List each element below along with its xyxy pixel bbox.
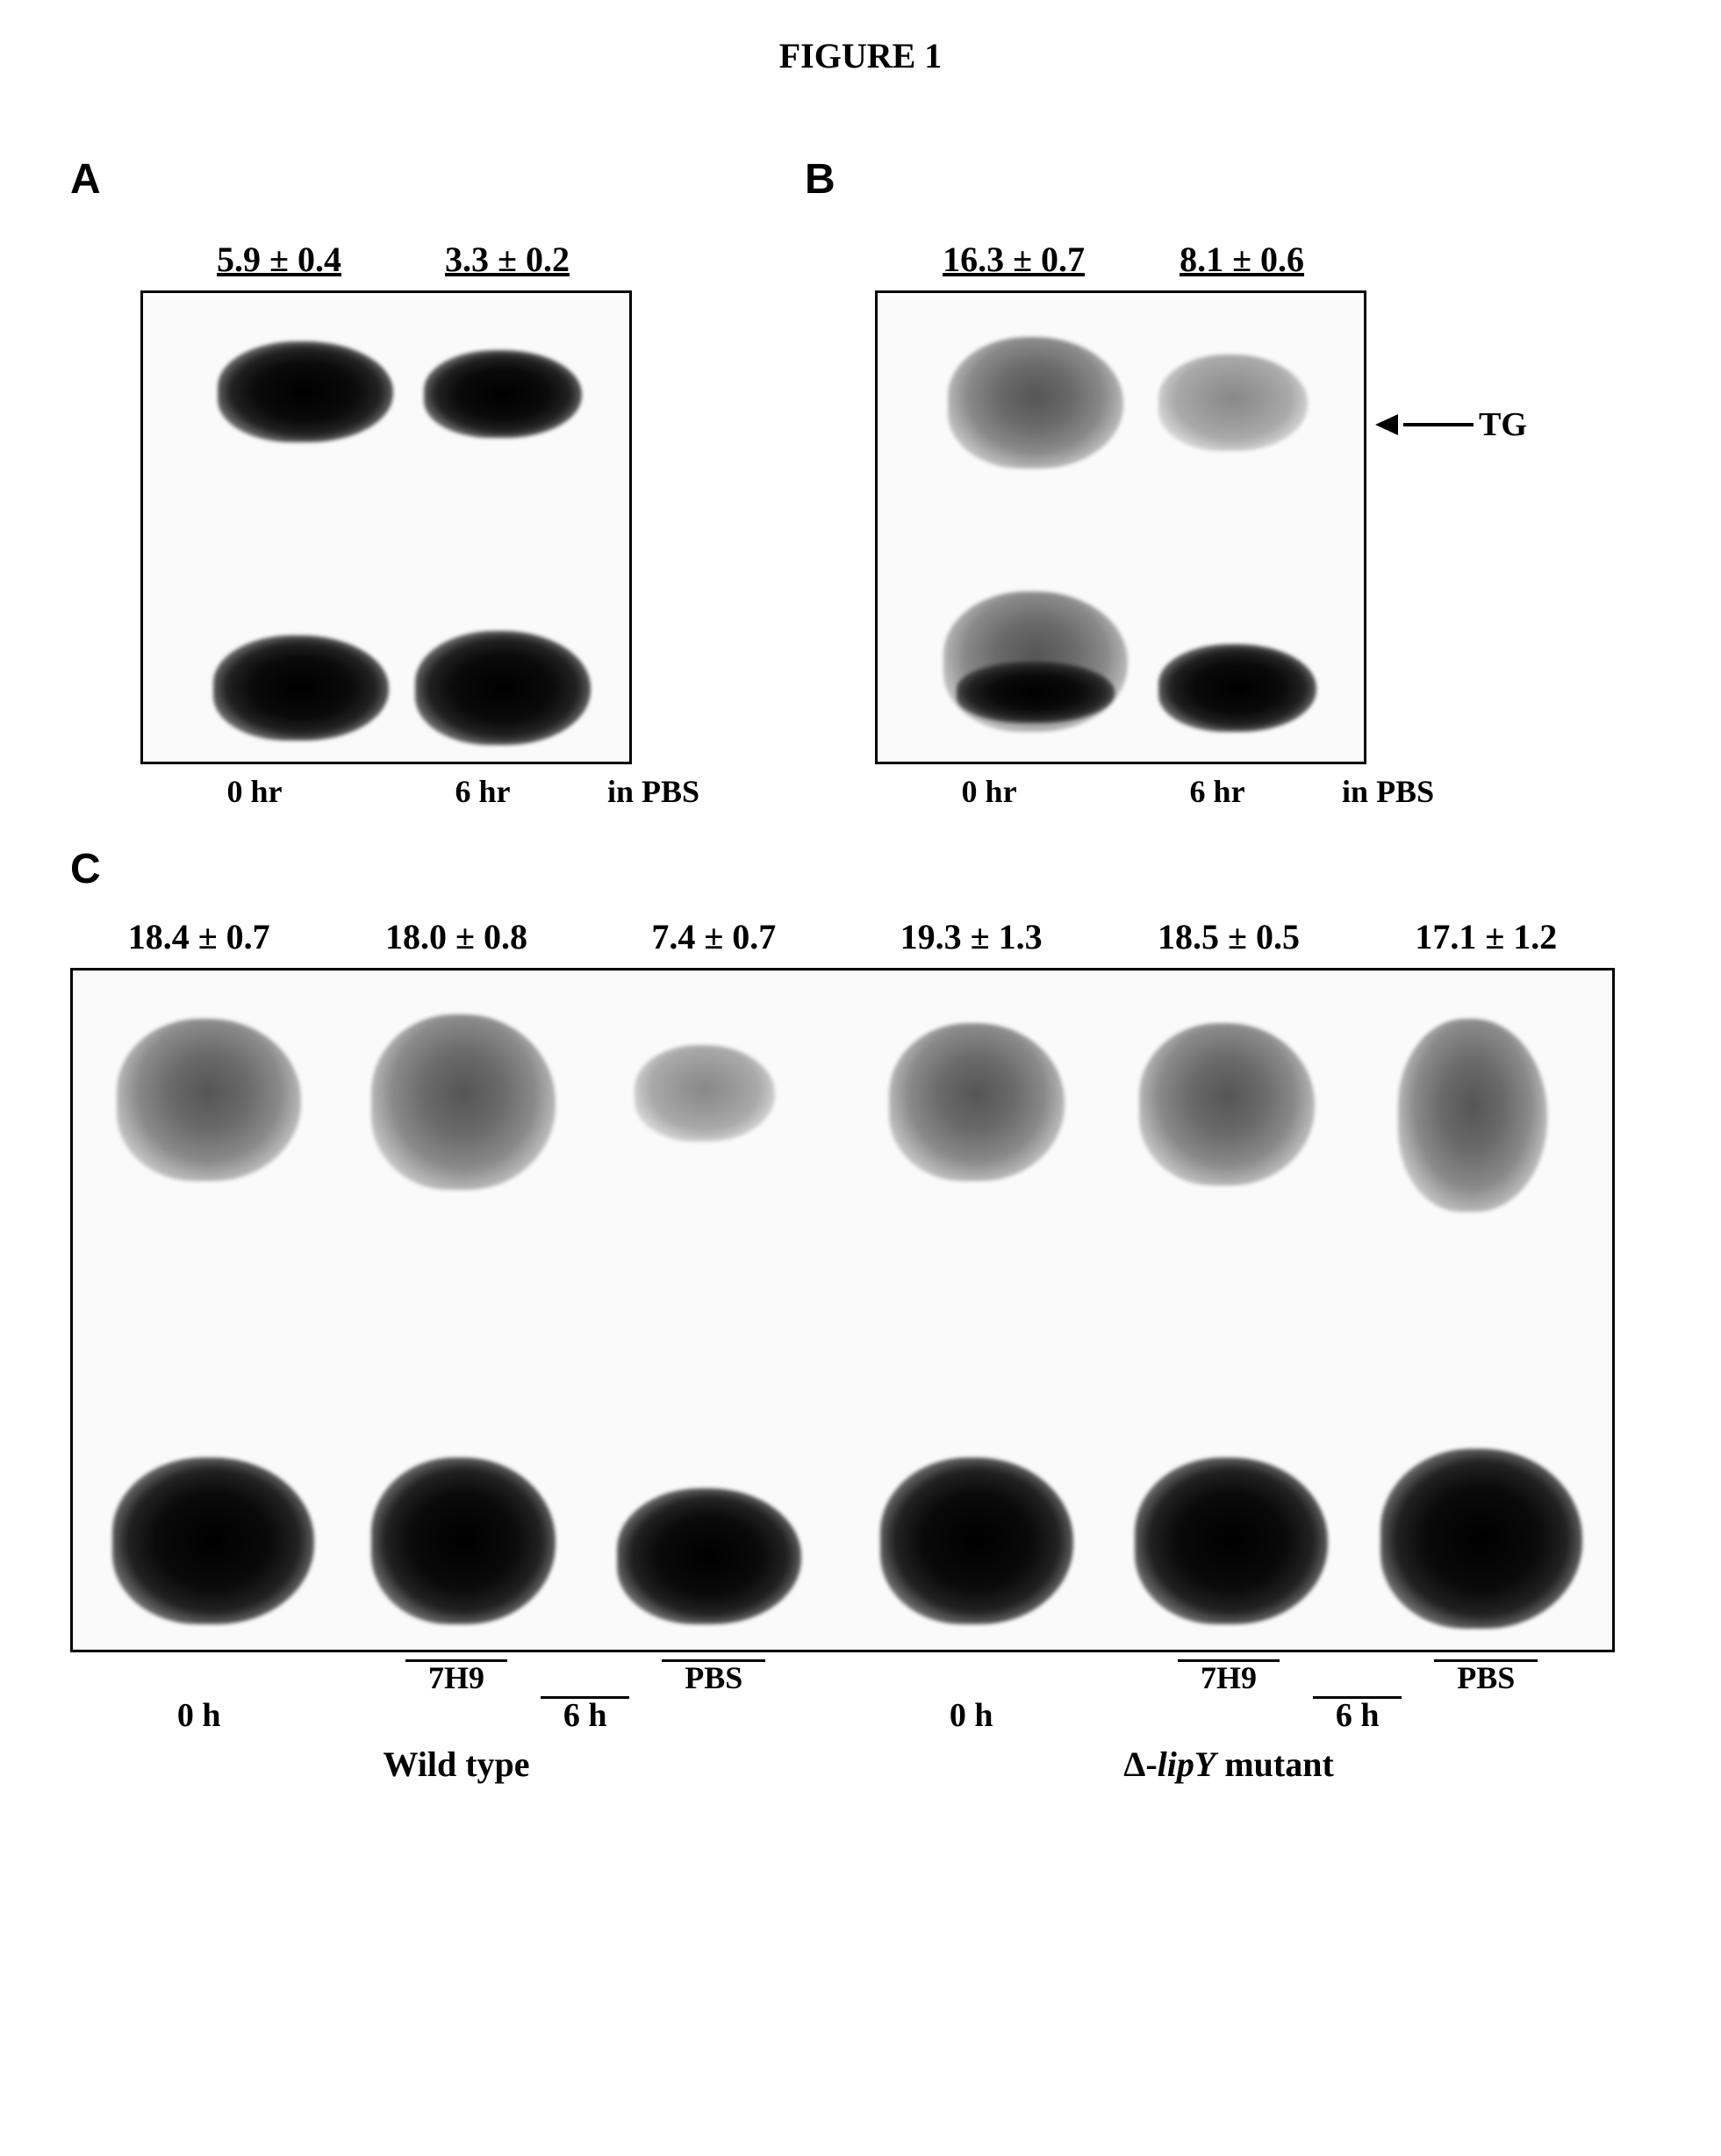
panel-c-group-labels: Wild type Δ-lipY mutant	[70, 1744, 1615, 1785]
gel-blot	[1158, 355, 1308, 451]
panel-a-value-2: 3.3 ± 0.2	[393, 239, 621, 280]
panel-b: B 16.3 ± 0.7 8.1 ± 0.6 0 hr 6 hr in PBS …	[805, 155, 1434, 810]
panel-b-letter: B	[805, 155, 1434, 204]
panel-a-gel	[140, 290, 632, 764]
gel-blot	[617, 1488, 801, 1624]
panel-c-mutant-label: Δ-lipY mutant	[843, 1744, 1615, 1785]
panel-c-letter: C	[70, 845, 1651, 893]
panel-b-lane-labels: 0 hr 6 hr in PBS	[875, 773, 1434, 810]
panel-b-gel	[875, 290, 1366, 764]
panel-c-value-1: 18.4 ± 0.7	[70, 916, 327, 957]
gel-blot	[415, 631, 591, 745]
panel-c-wt-label: Wild type	[70, 1744, 843, 1785]
gel-blot	[1135, 1458, 1328, 1624]
panel-c-r1-2: 7H9	[327, 1659, 584, 1696]
gel-blot	[117, 1019, 301, 1181]
panel-b-inner: 16.3 ± 0.7 8.1 ± 0.6 0 hr 6 hr in PBS TG	[805, 239, 1434, 810]
panel-b-lane-2: 6 hr	[1103, 773, 1331, 810]
panel-c-value-4: 19.3 ± 1.3	[843, 916, 1100, 957]
panel-c-r1-3: PBS	[585, 1659, 843, 1696]
gel-blot	[948, 337, 1123, 469]
panel-a-tail-label: in PBS	[597, 773, 699, 810]
panel-b-value-2: 8.1 ± 0.6	[1128, 239, 1356, 280]
gel-blot	[1398, 1019, 1547, 1212]
top-panels-row: A 5.9 ± 0.4 3.3 ± 0.2 0 hr 6 hr in PBS B…	[70, 155, 1651, 810]
panel-c-left-6h: 6 h	[327, 1696, 843, 1735]
gel-blot	[213, 635, 389, 741]
panel-a: A 5.9 ± 0.4 3.3 ± 0.2 0 hr 6 hr in PBS	[70, 155, 699, 810]
panel-c-lane-row2: 0 h 6 h 0 h 6 h	[70, 1696, 1615, 1735]
panel-a-lane-2: 6 hr	[369, 773, 597, 810]
panel-c-gel	[70, 968, 1615, 1652]
gel-blot	[371, 1014, 556, 1190]
panel-c-r1-4	[843, 1659, 1100, 1696]
panel-b-values: 16.3 ± 0.7 8.1 ± 0.6	[875, 239, 1434, 280]
gel-blot	[880, 1458, 1073, 1624]
gel-blot	[424, 350, 582, 438]
panel-c-left-half-times: 0 h 6 h	[70, 1696, 843, 1735]
panel-a-values: 5.9 ± 0.4 3.3 ± 0.2	[140, 239, 699, 280]
panel-a-lane-labels: 0 hr 6 hr in PBS	[140, 773, 699, 810]
tg-text: TG	[1479, 405, 1527, 444]
panel-c-lane-row1: 7H9 PBS 7H9 PBS	[70, 1659, 1615, 1696]
panel-c-value-5: 18.5 ± 0.5	[1100, 916, 1357, 957]
gel-blot	[371, 1458, 556, 1624]
panel-c-left-0h: 0 h	[70, 1696, 327, 1735]
panel-c-r1-6: PBS	[1358, 1659, 1615, 1696]
panel-c-right-half-times: 0 h 6 h	[843, 1696, 1615, 1735]
panel-c-r1-1	[70, 1659, 327, 1696]
panel-b-value-1: 16.3 ± 0.7	[900, 239, 1128, 280]
gel-blot	[112, 1458, 314, 1624]
panel-a-value-1: 5.9 ± 0.4	[165, 239, 393, 280]
panel-b-tail-label: in PBS	[1331, 773, 1434, 810]
panel-c-right-6h: 6 h	[1100, 1696, 1615, 1735]
panel-a-letter: A	[70, 155, 699, 204]
panel-c-value-6: 17.1 ± 1.2	[1358, 916, 1615, 957]
gel-blot	[218, 341, 393, 442]
panel-a-lane-1: 0 hr	[140, 773, 369, 810]
panel-c-value-2: 18.0 ± 0.8	[327, 916, 584, 957]
figure-title: FIGURE 1	[70, 35, 1651, 76]
gel-blot	[889, 1023, 1065, 1181]
panel-c: C 18.4 ± 0.7 18.0 ± 0.8 7.4 ± 0.7 19.3 ±…	[70, 845, 1651, 1785]
gel-blot	[1380, 1449, 1582, 1629]
tg-label: TG	[1375, 405, 1527, 444]
gel-blot	[635, 1045, 775, 1142]
panel-a-inner: 5.9 ± 0.4 3.3 ± 0.2 0 hr 6 hr in PBS	[70, 239, 699, 810]
panel-c-r1-5: 7H9	[1100, 1659, 1357, 1696]
gel-blot	[1158, 644, 1316, 732]
arrow-stem	[1403, 423, 1474, 426]
panel-b-lane-1: 0 hr	[875, 773, 1103, 810]
arrow-left-icon	[1375, 414, 1398, 435]
gel-blot	[1139, 1023, 1315, 1185]
panel-c-right-0h: 0 h	[843, 1696, 1100, 1735]
panel-c-values: 18.4 ± 0.7 18.0 ± 0.8 7.4 ± 0.7 19.3 ± 1…	[70, 916, 1615, 957]
panel-c-value-3: 7.4 ± 0.7	[585, 916, 843, 957]
gel-blot	[957, 662, 1115, 723]
